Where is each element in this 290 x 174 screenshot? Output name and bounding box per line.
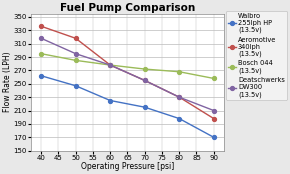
Legend: Walbro
255lph HP
(13.5v), Aeromotive
340lph
(13.5v), Bosch 044
(13.5v), Deatschw: Walbro 255lph HP (13.5v), Aeromotive 340…: [226, 11, 287, 100]
Title: Fuel Pump Comparison: Fuel Pump Comparison: [60, 3, 195, 13]
Y-axis label: Flow Rate (LPH): Flow Rate (LPH): [3, 52, 12, 112]
X-axis label: Operating Pressure [psi]: Operating Pressure [psi]: [81, 162, 174, 171]
